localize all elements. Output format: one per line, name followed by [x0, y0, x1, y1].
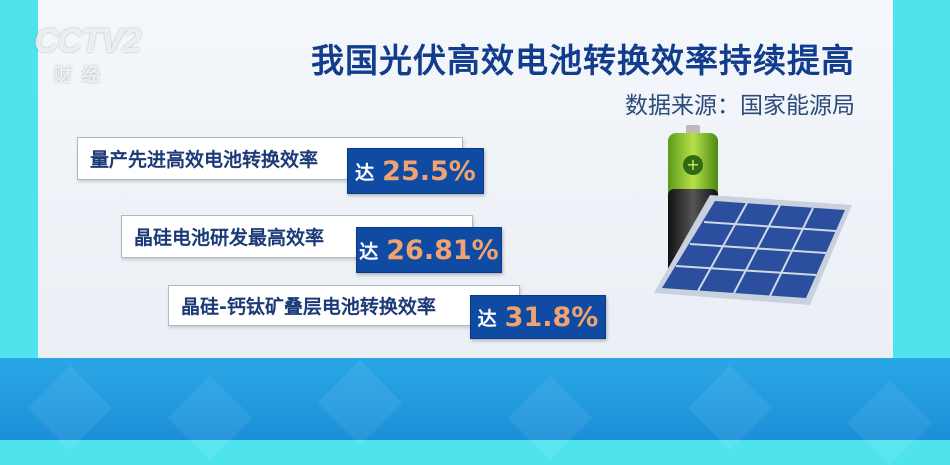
channel-logo: CCTV2 财经 — [34, 22, 141, 85]
bottom-band — [0, 358, 950, 465]
solar-panel-icon — [654, 195, 852, 305]
stat-label-box: 晶硅-钙钛矿叠层电池转换效率 — [168, 285, 520, 326]
page-title: 我国光伏高效电池转换效率持续提高 — [311, 41, 855, 80]
svg-text:+: + — [686, 155, 699, 174]
stat-value-badge: 达 31.8% — [470, 295, 606, 339]
stat-value-badge: 达 26.81% — [356, 227, 502, 273]
stat-value-badge: 达 25.5% — [347, 148, 484, 194]
battery-solar-illustration: + — [654, 125, 852, 305]
data-source: 数据来源：国家能源局 — [625, 93, 855, 119]
